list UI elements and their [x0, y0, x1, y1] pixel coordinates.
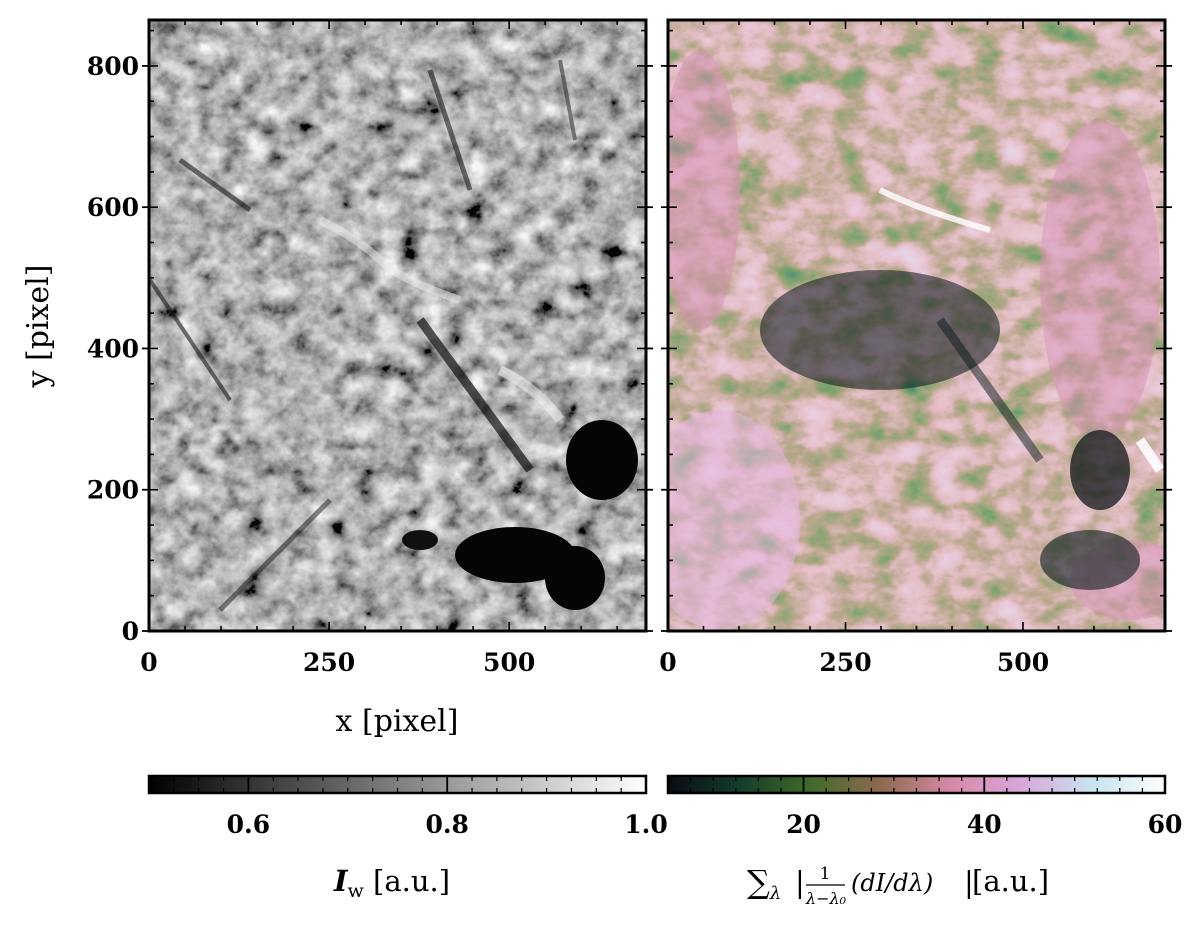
left-x-tick-label: 0	[140, 648, 157, 677]
right-x-tick-label: 0	[659, 648, 676, 677]
colorbar-left-tick-label: 1.0	[624, 810, 668, 839]
left-axes: 0 250 500 0 200 400 600 800	[87, 18, 653, 677]
colorbar-right: 20 40 60	[666, 774, 1183, 839]
colorbar-right-ticks: 20 40 60	[667, 776, 1183, 839]
colorbar-left-tick-label: 0.6	[227, 810, 271, 839]
right-x-tick-label: 250	[819, 648, 871, 677]
svg-text:∑λ: ∑λ	[747, 863, 781, 904]
left-y-tick-label: 800	[87, 52, 139, 81]
right-axes: 0 250 500	[659, 18, 1172, 677]
colorbar-right-tick-label: 20	[786, 810, 821, 839]
left-y-tick-label: 400	[87, 334, 139, 363]
colorbar-left: 0.6 0.8 1.0	[147, 774, 668, 839]
svg-text:[a.u.]: [a.u.]	[972, 864, 1049, 898]
colorbar-right-label: ∑λ | 1 λ−λ₀ (dI/dλ) | [a.u.]	[747, 863, 1049, 908]
svg-text:λ−λ₀: λ−λ₀	[805, 889, 847, 908]
svg-text:|: |	[795, 865, 805, 899]
svg-text:|: |	[964, 865, 974, 899]
left-y-tick-label: 0	[122, 617, 139, 646]
left-x-tick-label: 250	[303, 648, 355, 677]
x-axis-label: x [pixel]	[336, 704, 459, 739]
colorbar-right-tick-label: 60	[1148, 810, 1183, 839]
colorbar-left-tick-label: 0.8	[425, 810, 469, 839]
left-image-panel	[149, 20, 646, 631]
left-y-tick-label: 200	[87, 476, 139, 505]
left-frame	[147, 18, 648, 633]
right-x-tick-label: 500	[997, 648, 1049, 677]
left-x-tick-label: 500	[483, 648, 535, 677]
left-features	[149, 59, 638, 612]
left-y-tick-label: 600	[87, 193, 139, 222]
right-features	[668, 50, 1165, 630]
right-image-panel	[668, 20, 1165, 631]
colorbar-left-ticks: 0.6 0.8 1.0	[148, 776, 668, 839]
colorbar-left-label: Iw [a.u.]	[333, 864, 450, 902]
y-axis-label: y [pixel]	[21, 265, 56, 389]
colorbar-right-tick-label: 40	[967, 810, 1002, 839]
svg-text:1: 1	[820, 864, 831, 884]
svg-text:(dI/dλ): (dI/dλ)	[851, 869, 933, 897]
